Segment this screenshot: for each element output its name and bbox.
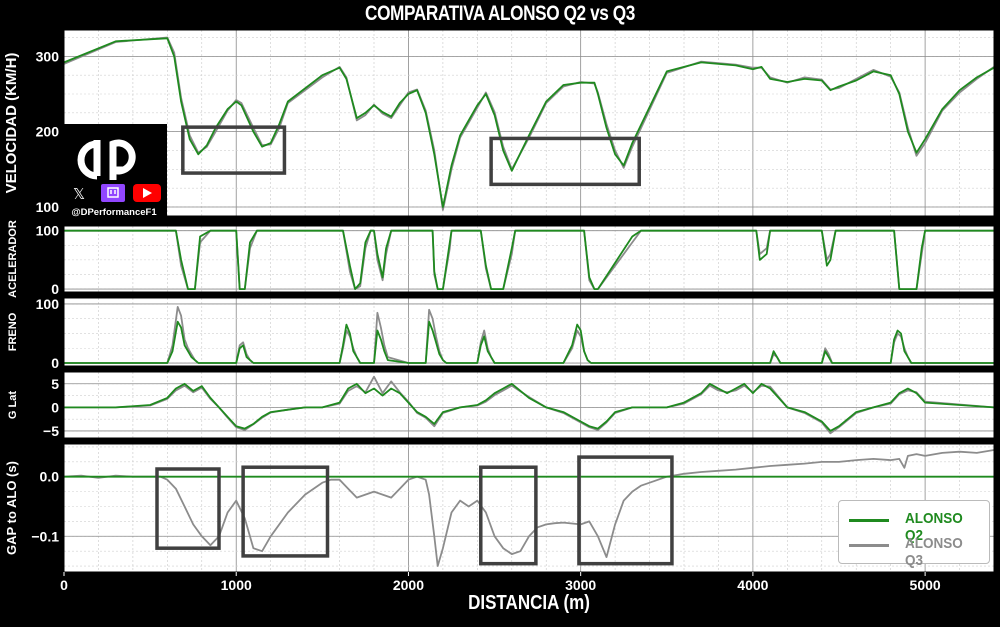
- y-tick-label: 0.0: [40, 469, 60, 485]
- x-icon: 𝕏: [69, 184, 89, 203]
- legend: ALONSO Q2 ALONSO Q3: [838, 500, 990, 569]
- panel-2: 0 100 FRENO: [7, 296, 995, 371]
- highlight-box: [577, 455, 674, 566]
- y-axis-label: G Lat: [7, 391, 19, 419]
- y-axis-label: GAP to ALO (s): [4, 461, 19, 555]
- panel-1: 0 100 ACELERADOR: [7, 220, 995, 298]
- twitch-icon: [101, 184, 125, 202]
- youtube-icon: [133, 184, 161, 202]
- x-tick-label: 1000: [221, 577, 252, 593]
- legend-label-q2: ALONSO Q2: [905, 510, 963, 544]
- y-tick-label: 300: [36, 48, 60, 64]
- y-tick-label: −5: [43, 423, 59, 439]
- highlight-box: [489, 136, 641, 187]
- dp-logo-icon: 𝕏: [61, 124, 167, 220]
- panel-background: [64, 226, 994, 292]
- series-line-q2: [64, 320, 994, 364]
- chart-title: COMPARATIVA ALONSO Q2 vs Q3: [365, 2, 635, 25]
- panel-border: [63, 225, 995, 293]
- x-tick-label: 5000: [910, 577, 941, 593]
- y-tick-label: −0.1: [31, 528, 59, 544]
- highlight-box: [241, 465, 330, 558]
- panel-background: [64, 372, 994, 438]
- highlight-box: [155, 467, 221, 550]
- watermark-logo: 𝕏 @DPerformanceF1: [61, 124, 167, 220]
- x-tick-label: 0: [60, 577, 68, 593]
- legend-label-q3: ALONSO Q3: [905, 535, 963, 569]
- panel-border: [63, 443, 995, 573]
- panel-border: [63, 297, 995, 367]
- panel-border: [63, 371, 995, 439]
- highlight-box: [479, 465, 538, 566]
- svg-text:𝕏: 𝕏: [73, 186, 85, 203]
- x-tick-label: 4000: [737, 577, 768, 593]
- y-tick-label: 100: [36, 223, 60, 239]
- series-line-q2: [64, 382, 994, 432]
- y-tick-label: 200: [36, 124, 60, 140]
- legend-line-q2: [849, 519, 889, 522]
- x-tick-label: 3000: [565, 577, 596, 593]
- legend-item-q3: ALONSO Q3: [847, 535, 987, 569]
- watermark-handle: @DPerformanceF1: [71, 207, 157, 218]
- y-tick-label: 100: [36, 296, 60, 312]
- panel-0: 100 200 300 VELOCIDAD (KM/H): [3, 29, 995, 217]
- y-tick-label: 5: [51, 376, 59, 392]
- legend-item-q2: ALONSO Q2: [847, 510, 987, 544]
- panel-3: −5 0 5 G Lat: [7, 371, 995, 439]
- legend-line-q3: [849, 544, 889, 547]
- series-line-q2: [64, 37, 994, 208]
- highlight-box: [181, 125, 287, 175]
- panel-background: [64, 298, 994, 366]
- y-tick-label: 0: [51, 281, 59, 297]
- x-tick-label: 2000: [393, 577, 424, 593]
- y-tick-label: 100: [36, 199, 60, 215]
- y-tick-label: 0: [51, 399, 59, 415]
- y-axis-label: VELOCIDAD (KM/H): [3, 53, 20, 194]
- series-line-q3: [64, 449, 994, 567]
- x-axis-label: DISTANCIA (m): [468, 592, 590, 614]
- series-line-q2: [64, 229, 994, 291]
- y-axis-label: ACELERADOR: [7, 220, 19, 298]
- y-axis-label: FRENO: [7, 312, 19, 351]
- panel-border: [63, 29, 995, 217]
- y-tick-label: 0: [51, 355, 59, 371]
